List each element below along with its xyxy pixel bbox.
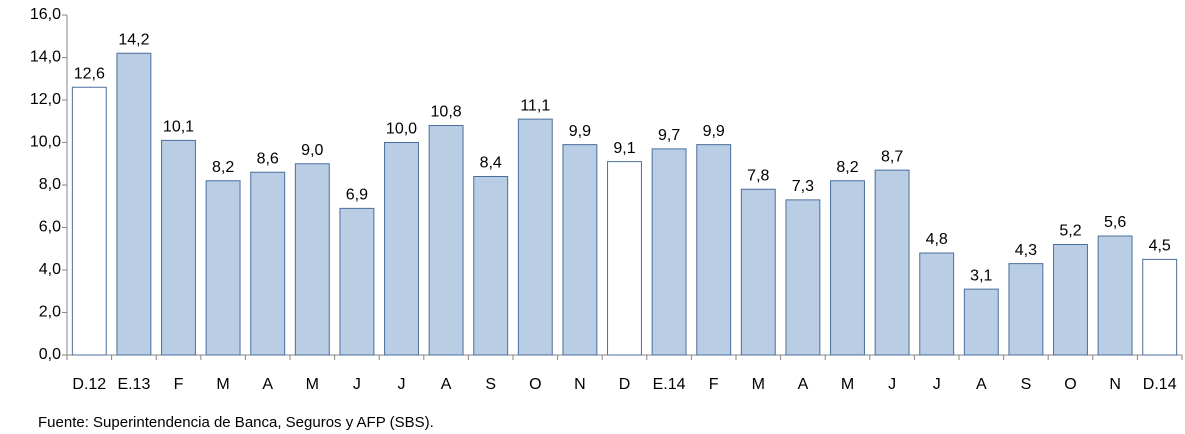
value-label: 8,6: [257, 150, 279, 167]
bar: [696, 144, 732, 356]
y-tick-label: 6,0: [39, 219, 61, 236]
value-label: 4,3: [1015, 242, 1037, 259]
y-tick-label: 12,0: [30, 91, 61, 108]
x-tick-label: J: [933, 376, 941, 393]
value-label: 4,5: [1149, 238, 1171, 255]
x-tick-label: M: [752, 376, 765, 393]
value-label: 12,6: [74, 65, 105, 82]
x-tick-label: M: [216, 376, 229, 393]
value-label: 8,2: [212, 159, 234, 176]
value-label: 3,1: [970, 267, 992, 284]
x-tick-label: M: [306, 376, 319, 393]
bar: [1053, 244, 1088, 356]
value-label: 7,8: [747, 167, 769, 184]
x-tick-label: F: [174, 376, 184, 393]
x-tick-label: F: [709, 376, 719, 393]
bar: [607, 161, 642, 356]
x-tick-label: A: [798, 376, 809, 393]
value-label: 8,7: [881, 148, 903, 165]
bar: [963, 288, 999, 356]
y-tick-label: 2,0: [39, 304, 61, 321]
x-tick-label: M: [841, 376, 854, 393]
value-label: 10,8: [431, 104, 462, 121]
x-tick-label: J: [888, 376, 896, 393]
bar: [384, 142, 419, 356]
y-tick-label: 0,0: [39, 346, 61, 363]
bar: [250, 171, 286, 356]
bar: [339, 207, 375, 356]
x-tick-label: N: [1109, 376, 1121, 393]
value-label: 7,3: [792, 178, 814, 195]
bar: [1097, 235, 1133, 356]
value-label: 9,0: [301, 142, 323, 159]
x-tick-label: J: [353, 376, 361, 393]
bar: [294, 163, 330, 356]
x-tick-label: O: [529, 376, 541, 393]
x-tick-label: D: [619, 376, 631, 393]
x-tick-label: A: [441, 376, 452, 393]
bar: [651, 148, 687, 356]
x-tick-label: A: [262, 376, 273, 393]
value-label: 4,8: [926, 231, 948, 248]
x-tick-label: S: [485, 376, 496, 393]
bar: [517, 118, 553, 356]
bar: [428, 125, 464, 356]
bar: [562, 144, 598, 356]
value-label: 9,1: [613, 140, 635, 157]
value-label: 8,2: [836, 159, 858, 176]
x-tick-label: E.14: [653, 376, 686, 393]
bar: [919, 252, 955, 356]
value-label: 9,9: [569, 123, 591, 140]
value-label: 6,9: [346, 187, 368, 204]
bar: [830, 180, 865, 356]
value-label: 5,6: [1104, 214, 1126, 231]
x-tick-label: A: [976, 376, 987, 393]
value-label: 9,9: [703, 123, 725, 140]
value-label: 8,4: [480, 155, 502, 172]
bar: [71, 86, 107, 356]
bar: [874, 169, 910, 356]
y-tick-label: 10,0: [30, 134, 61, 151]
bar: [1142, 258, 1178, 356]
x-tick-label: D.14: [1143, 376, 1177, 393]
x-tick-label: S: [1021, 376, 1032, 393]
x-tick-label: D.12: [72, 376, 106, 393]
y-tick-label: 8,0: [39, 176, 61, 193]
value-label: 14,2: [118, 31, 149, 48]
bar: [116, 52, 152, 356]
bar: [205, 180, 241, 356]
value-label: 10,0: [386, 121, 417, 138]
x-tick-label: J: [398, 376, 406, 393]
value-label: 9,7: [658, 127, 680, 144]
bar: [785, 199, 821, 356]
value-label: 5,2: [1059, 223, 1081, 240]
x-tick-label: N: [574, 376, 586, 393]
value-label: 11,1: [520, 97, 550, 114]
x-tick-label: O: [1064, 376, 1076, 393]
y-tick-label: 16,0: [30, 6, 61, 23]
y-tick-label: 14,0: [30, 49, 61, 66]
bar: [1008, 263, 1044, 356]
source-note: Fuente: Superintendencia de Banca, Segur…: [38, 414, 434, 431]
y-tick-label: 4,0: [39, 261, 61, 278]
bar: [161, 139, 196, 356]
value-label: 10,1: [163, 119, 194, 136]
bar: [740, 188, 776, 356]
bar: [473, 176, 509, 356]
x-tick-label: E.13: [117, 376, 150, 393]
